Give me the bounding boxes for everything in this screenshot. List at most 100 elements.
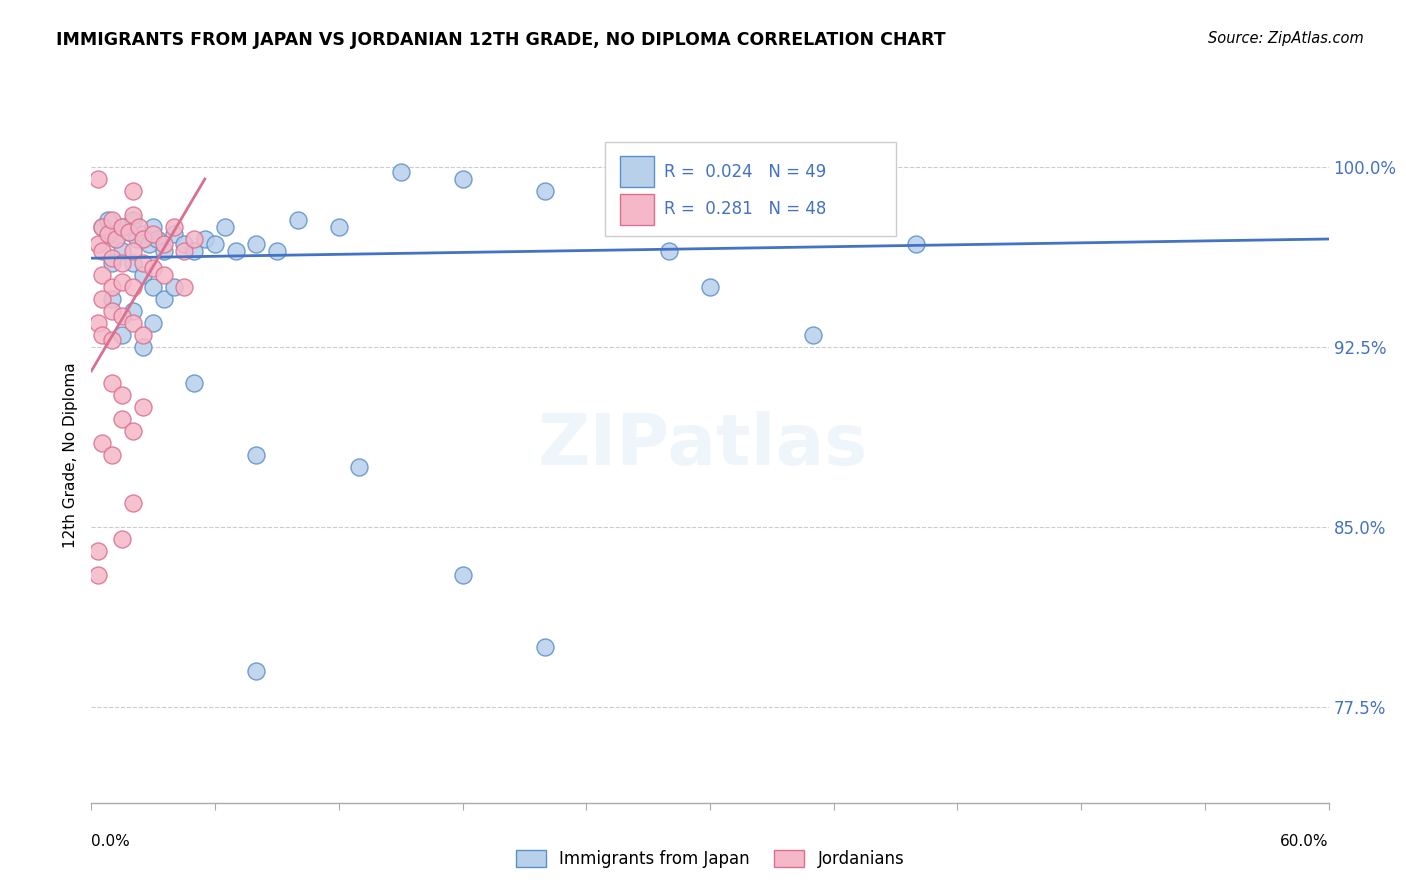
Point <box>86 172 108 186</box>
Point <box>128 219 150 234</box>
Point <box>121 424 143 438</box>
Point <box>245 664 267 678</box>
Point <box>101 227 124 242</box>
Point <box>121 256 143 270</box>
Point <box>451 567 474 582</box>
Point <box>225 244 247 258</box>
Point <box>86 567 108 582</box>
Point <box>101 376 124 390</box>
Point <box>142 219 165 234</box>
Point <box>183 244 205 258</box>
Text: Source: ZipAtlas.com: Source: ZipAtlas.com <box>1208 31 1364 46</box>
Point <box>121 184 143 198</box>
Point <box>142 280 165 294</box>
Point <box>97 227 120 242</box>
Point <box>142 260 165 275</box>
Point <box>101 280 124 294</box>
Point <box>245 448 267 462</box>
Bar <box>605 142 896 235</box>
Point <box>121 496 143 510</box>
Point <box>117 225 139 239</box>
Text: ZIPatlas: ZIPatlas <box>538 411 868 481</box>
Point <box>142 316 165 330</box>
Point <box>163 280 186 294</box>
Point <box>658 244 681 258</box>
Point <box>90 268 112 282</box>
Point <box>101 256 124 270</box>
Point <box>534 184 557 198</box>
Point <box>90 219 112 234</box>
Point <box>121 244 143 258</box>
Point <box>101 212 124 227</box>
Point <box>111 328 134 343</box>
Point <box>90 244 112 258</box>
Point <box>121 212 143 227</box>
Point <box>111 219 134 234</box>
Point <box>204 236 226 251</box>
Point <box>173 244 195 258</box>
Point <box>90 292 112 306</box>
Text: R =  0.281   N = 48: R = 0.281 N = 48 <box>664 201 827 219</box>
Point <box>101 292 124 306</box>
Point <box>111 275 134 289</box>
Point <box>86 316 108 330</box>
Point <box>105 232 128 246</box>
Point <box>328 219 350 234</box>
Point <box>132 340 155 354</box>
Text: IMMIGRANTS FROM JAPAN VS JORDANIAN 12TH GRADE, NO DIPLOMA CORRELATION CHART: IMMIGRANTS FROM JAPAN VS JORDANIAN 12TH … <box>56 31 946 49</box>
Point <box>121 280 143 294</box>
Point <box>132 400 155 414</box>
Point <box>142 227 165 242</box>
Point <box>152 268 174 282</box>
Point <box>138 236 160 251</box>
Bar <box>620 194 654 226</box>
Point <box>121 316 143 330</box>
Point <box>699 280 721 294</box>
Point <box>111 256 134 270</box>
Point <box>121 304 143 318</box>
Y-axis label: 12th Grade, No Diploma: 12th Grade, No Diploma <box>62 362 77 548</box>
Point <box>194 232 217 246</box>
Point <box>101 333 124 347</box>
Point <box>349 459 371 474</box>
Point <box>90 219 112 234</box>
Point <box>121 208 143 222</box>
Point <box>90 436 112 450</box>
Point <box>97 212 120 227</box>
Point <box>287 212 309 227</box>
Point <box>534 640 557 654</box>
Point <box>173 280 195 294</box>
Point <box>111 309 134 323</box>
Point <box>117 225 139 239</box>
Text: R =  0.024   N = 49: R = 0.024 N = 49 <box>664 162 827 181</box>
Point <box>451 172 474 186</box>
Point <box>132 227 155 242</box>
Bar <box>620 156 654 187</box>
Point <box>245 236 267 251</box>
Point <box>101 304 124 318</box>
Point <box>132 268 155 282</box>
Point <box>86 544 108 558</box>
Point <box>111 388 134 402</box>
Point <box>90 328 112 343</box>
Point <box>183 376 205 390</box>
Point <box>214 219 236 234</box>
Point <box>152 244 174 258</box>
Point <box>125 232 148 246</box>
Point <box>132 232 155 246</box>
Point <box>111 532 134 546</box>
Point <box>101 448 124 462</box>
Legend: Immigrants from Japan, Jordanians: Immigrants from Japan, Jordanians <box>509 843 911 874</box>
Point <box>801 328 824 343</box>
Point <box>111 412 134 426</box>
Text: 60.0%: 60.0% <box>1281 834 1329 849</box>
Text: 0.0%: 0.0% <box>91 834 131 849</box>
Point <box>266 244 288 258</box>
Point <box>86 236 108 251</box>
Point <box>152 236 174 251</box>
Point <box>163 227 186 242</box>
Point <box>146 232 169 246</box>
Point <box>183 232 205 246</box>
Point <box>389 165 412 179</box>
Point <box>101 251 124 265</box>
